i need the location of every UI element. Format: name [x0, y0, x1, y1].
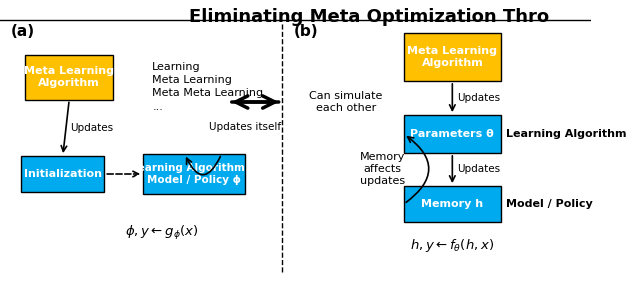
Text: $\phi, y \leftarrow g_\phi(x)$: $\phi, y \leftarrow g_\phi(x)$ — [125, 224, 198, 242]
Text: Can simulate
each other: Can simulate each other — [309, 91, 383, 113]
FancyBboxPatch shape — [21, 156, 104, 192]
Text: Model / Policy: Model / Policy — [506, 199, 593, 209]
Text: Updates itself: Updates itself — [209, 122, 281, 132]
FancyBboxPatch shape — [26, 55, 113, 100]
Text: Meta Learning
Algorithm: Meta Learning Algorithm — [407, 46, 497, 68]
FancyBboxPatch shape — [143, 154, 244, 194]
Text: Learning Algorithm &
Model / Policy ϕ: Learning Algorithm & Model / Policy ϕ — [131, 163, 257, 185]
Text: Eliminating Meta Optimization Thro: Eliminating Meta Optimization Thro — [189, 8, 549, 26]
Text: (a): (a) — [11, 24, 35, 39]
FancyBboxPatch shape — [404, 33, 500, 81]
Text: Meta Learning
Algorithm: Meta Learning Algorithm — [24, 66, 114, 88]
Text: Memory h: Memory h — [421, 199, 483, 209]
Text: Updates: Updates — [457, 93, 500, 103]
FancyBboxPatch shape — [404, 186, 500, 222]
Text: $h, y \leftarrow f_\theta(h, x)$: $h, y \leftarrow f_\theta(h, x)$ — [410, 237, 495, 254]
Text: Updates: Updates — [70, 123, 113, 133]
Text: Learning Algorithm: Learning Algorithm — [506, 129, 627, 139]
Text: Updates: Updates — [457, 164, 500, 175]
Text: Parameters θ: Parameters θ — [410, 129, 494, 139]
Text: Initialization: Initialization — [24, 169, 102, 179]
FancyBboxPatch shape — [404, 115, 500, 153]
Text: Memory
affects
updates: Memory affects updates — [360, 152, 405, 186]
Text: (b): (b) — [294, 24, 318, 39]
Text: Learning
Meta Learning
Meta Meta Learning
...: Learning Meta Learning Meta Meta Learnin… — [152, 62, 264, 112]
